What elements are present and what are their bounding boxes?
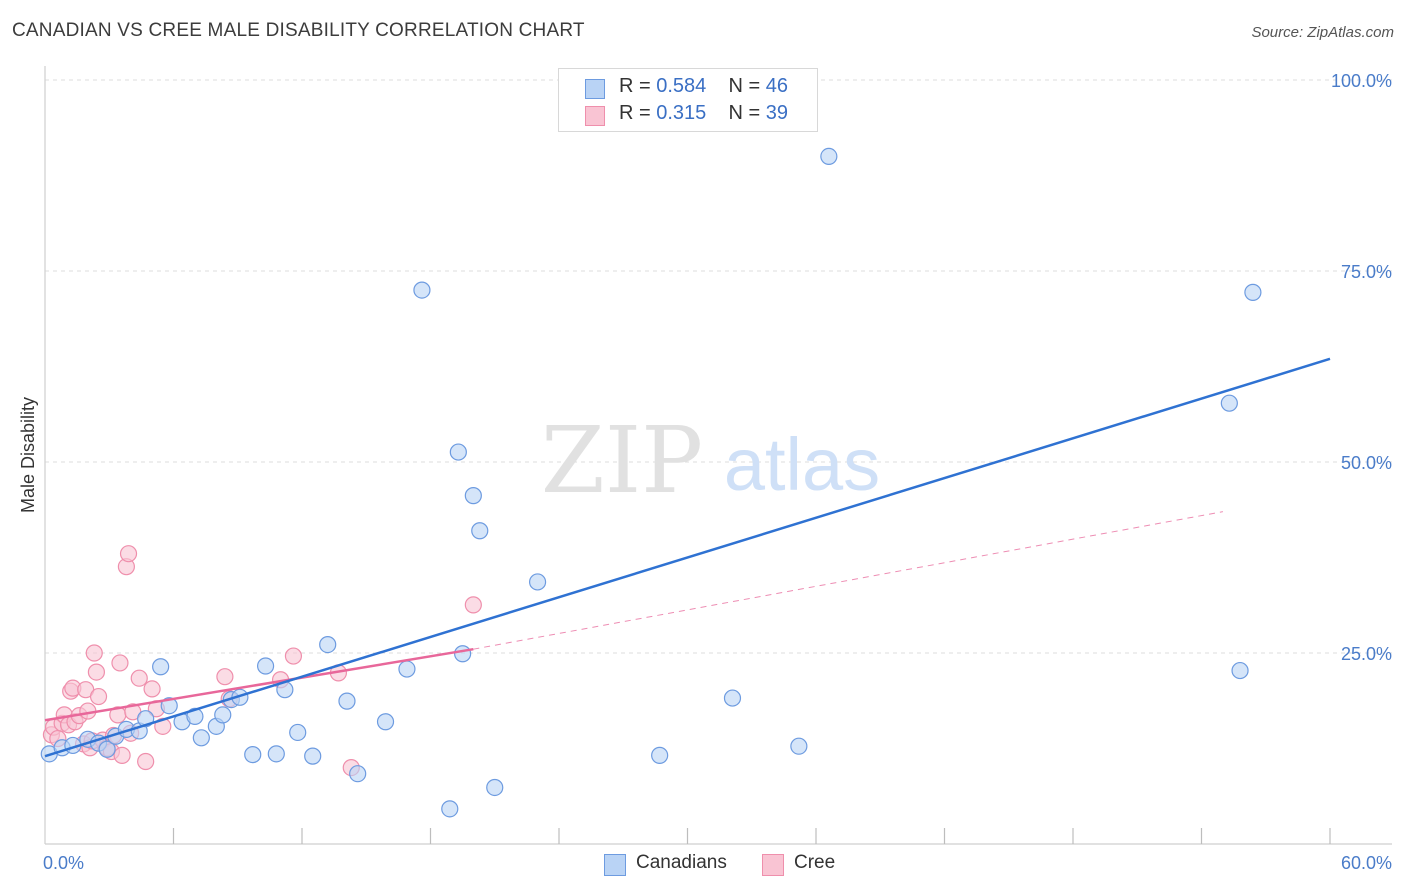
data-point: [89, 687, 108, 706]
data-point: [471, 522, 489, 540]
data-point: [304, 747, 322, 765]
data-point: [154, 717, 172, 735]
data-point: [528, 573, 547, 591]
y-tick-label: 100.0%: [1331, 71, 1392, 91]
data-point: [349, 765, 367, 783]
watermark-zip: ZIP: [541, 407, 703, 514]
data-point: [1220, 394, 1238, 412]
data-point: [1231, 661, 1249, 680]
y-tick-label: 50.0%: [1341, 453, 1392, 473]
data-point: [98, 740, 116, 758]
data-point: [216, 668, 234, 686]
data-point: [441, 800, 459, 818]
chart-title: CANADIAN VS CREE MALE DISABILITY CORRELA…: [12, 20, 585, 41]
source-label: Source: ZipAtlas.com: [1251, 24, 1394, 41]
axes: [44, 66, 1392, 845]
y-axis-label: Male Disability: [18, 397, 38, 513]
data-point: [319, 635, 337, 654]
data-point: [449, 443, 467, 461]
data-point: [338, 692, 356, 710]
data-point: [454, 645, 472, 663]
canadians-swatch: [585, 79, 605, 99]
n-value: 46: [765, 75, 789, 97]
canadians-legend-swatch: [604, 854, 626, 876]
data-point: [85, 644, 103, 662]
data-point: [790, 737, 808, 755]
data-point: [820, 147, 838, 165]
r-value: 0.584: [656, 75, 707, 97]
data-point: [486, 778, 504, 797]
data-point: [143, 680, 161, 698]
gridlines: [45, 79, 1392, 654]
data-point: [376, 713, 395, 731]
data-point: [160, 697, 178, 715]
data-point: [119, 545, 138, 563]
canadians-points: [40, 71, 1331, 818]
r-label: R =: [619, 102, 651, 124]
canadians-trend-line: [44, 357, 1331, 758]
data-point: [256, 657, 275, 675]
data-point: [651, 746, 669, 764]
cree-trend-dashed: [473, 511, 1224, 650]
trend-lines: [473, 511, 1224, 650]
r-value: 0.315: [656, 102, 707, 124]
data-point: [1244, 283, 1262, 301]
data-point: [723, 689, 742, 707]
x-tick-label: 60.0%: [1341, 853, 1392, 873]
canadians-legend-label: Canadians: [636, 852, 727, 873]
data-point: [186, 707, 204, 726]
cree-trend-solid: [44, 647, 474, 722]
tick-labels: 25.0% 50.0% 75.0% 100.0% 0.0% 60.0%: [43, 71, 1392, 873]
data-point: [87, 663, 106, 681]
data-point: [130, 669, 148, 687]
n-label: N =: [728, 102, 761, 124]
cree-legend-swatch: [762, 854, 784, 876]
cree-legend-label: Cree: [794, 852, 836, 873]
x-tick-label: 0.0%: [43, 853, 84, 873]
data-point: [111, 654, 129, 672]
data-point: [192, 729, 210, 747]
n-value: 39: [765, 102, 789, 124]
y-tick-label: 25.0%: [1341, 644, 1392, 664]
data-point: [137, 752, 155, 771]
data-point: [413, 281, 431, 299]
series-legend: Canadians Cree: [0, 852, 1406, 878]
data-point: [244, 746, 262, 764]
r-label: R =: [619, 75, 651, 97]
n-label: N =: [728, 75, 761, 97]
data-point: [267, 745, 285, 763]
data-point: [152, 658, 170, 676]
data-point: [289, 723, 307, 742]
watermark-atlas: atlas: [724, 423, 880, 506]
data-point: [214, 706, 232, 724]
data-point: [464, 487, 482, 505]
data-point: [284, 647, 303, 665]
data-point: [464, 596, 482, 614]
data-point: [113, 746, 131, 764]
data-point: [398, 660, 416, 678]
correlation-legend: R = 0.584 N = 46 R = 0.315 N = 39: [558, 68, 818, 132]
cree-swatch: [585, 106, 605, 126]
y-tick-label: 75.0%: [1341, 262, 1392, 282]
